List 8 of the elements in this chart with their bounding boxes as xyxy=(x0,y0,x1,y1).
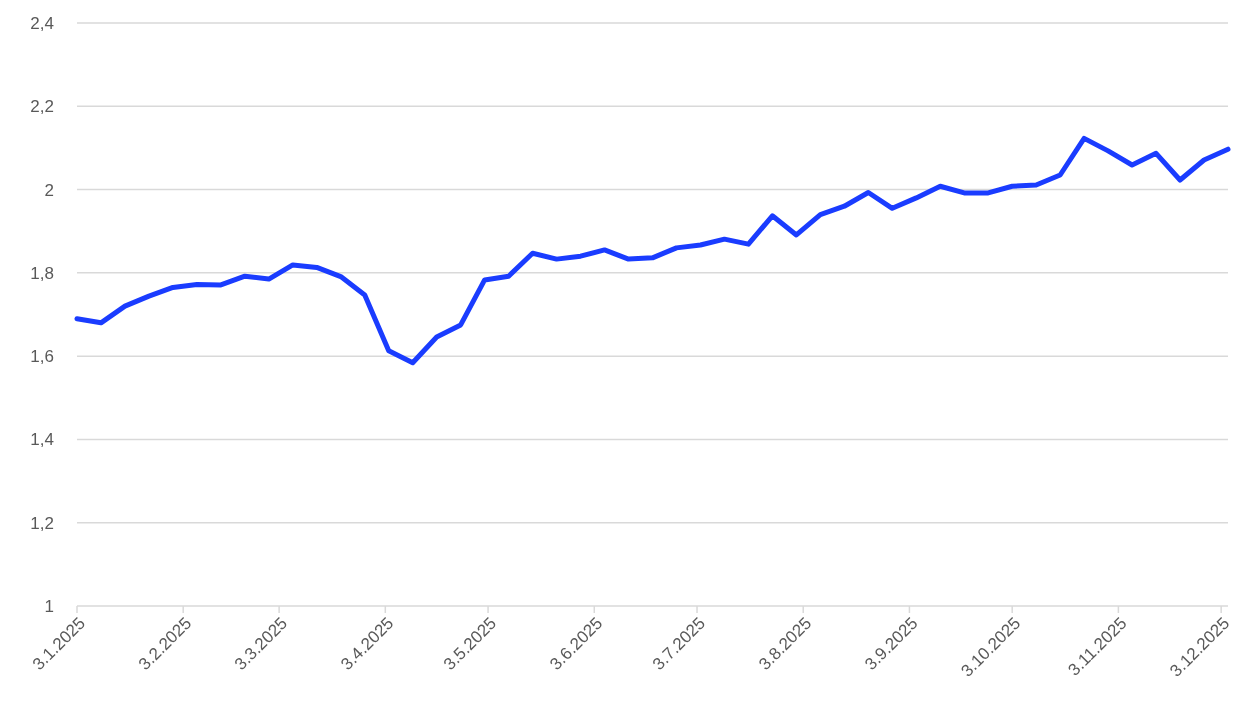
y-tick-label: 2,2 xyxy=(30,97,54,117)
y-tick-label: 1 xyxy=(44,596,54,616)
y-tick-label: 1,8 xyxy=(30,263,54,283)
y-tick-label: 2,4 xyxy=(30,13,54,33)
y-tick-label: 1,4 xyxy=(30,430,54,450)
y-tick-label: 1,2 xyxy=(30,513,54,533)
y-tick-label: 1,6 xyxy=(30,347,54,367)
y-tick-label: 2 xyxy=(44,180,54,200)
